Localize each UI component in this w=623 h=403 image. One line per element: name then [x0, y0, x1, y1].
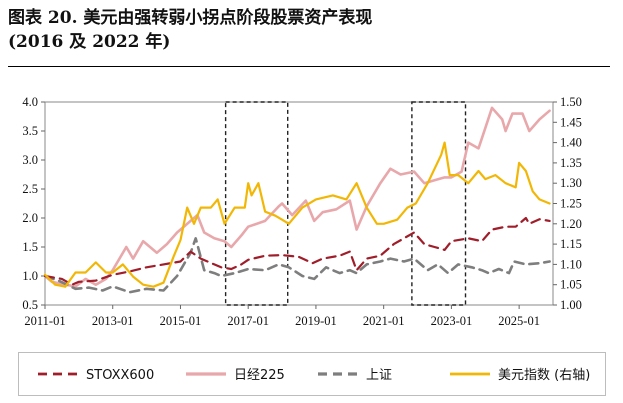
x-tick-label: 2019-01 [295, 314, 337, 328]
left-tick-label: 4.0 [22, 95, 38, 109]
legend-label-0: STOXX600 [86, 368, 154, 383]
x-tick-label: 2013-01 [92, 314, 134, 328]
left-tick-label: 2.5 [22, 182, 38, 196]
legend-frame [18, 352, 606, 396]
left-tick-label: 2.0 [22, 211, 38, 225]
right-tick-label: 1.25 [560, 197, 582, 211]
right-tick-label: 1.20 [560, 217, 582, 231]
right-tick-label: 1.05 [560, 278, 582, 292]
legend-label-3: 美元指数 (右轴) [498, 368, 590, 383]
highlight-period-1 [224, 101, 289, 306]
right-tick-label: 1.10 [560, 257, 582, 271]
x-tick-label: 2011-01 [24, 314, 65, 328]
left-tick-label: 3.5 [22, 124, 38, 138]
left-tick-label: 3.0 [22, 153, 38, 167]
chart-title-line1: 图表 20. 美元由强转弱小拐点阶段股票资产表现 [8, 8, 373, 28]
left-tick-label: 1.0 [22, 269, 38, 283]
x-tick-label: 2023-01 [431, 314, 473, 328]
x-tick-label: 2017-01 [227, 314, 269, 328]
right-tick-label: 1.40 [560, 136, 582, 150]
right-tick-label: 1.45 [560, 115, 582, 129]
right-tick-label: 1.50 [560, 95, 582, 109]
chart-title-line2: (2016 及 2022 年) [8, 32, 171, 52]
series-line-0 [43, 216, 551, 286]
right-tick-label: 1.35 [560, 156, 582, 170]
legend-label-1: 日经225 [234, 368, 285, 383]
x-tick-label: 2025-01 [498, 314, 540, 328]
series-line-2 [43, 237, 551, 294]
title-divider [8, 66, 610, 67]
left-tick-label: 0.5 [22, 298, 38, 312]
series-line-1 [43, 106, 551, 288]
right-tick-label: 1.00 [560, 298, 582, 312]
highlight-period-2 [411, 101, 467, 306]
series-line-3 [43, 141, 551, 288]
x-tick-label: 2021-01 [363, 314, 405, 328]
left-tick-label: 1.5 [22, 240, 38, 254]
right-tick-label: 1.30 [560, 176, 582, 190]
right-tick-label: 1.15 [560, 237, 582, 251]
legend-label-2: 上证 [366, 368, 392, 383]
chart-title: 图表 20. 美元由强转弱小拐点阶段股票资产表现 (2016 及 2022 年) [8, 6, 608, 54]
x-tick-label: 2015-01 [160, 314, 202, 328]
